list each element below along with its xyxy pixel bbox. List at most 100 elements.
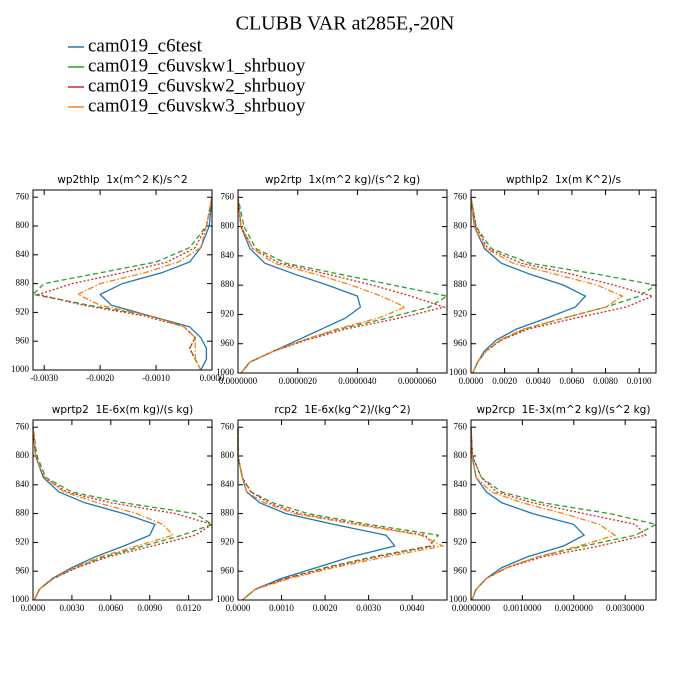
y-tick-label: 880 (16, 278, 30, 288)
x-tick-label: 0.0000020 (279, 376, 318, 386)
legend-label: cam019_c6uvskw3_shrbuoy (88, 95, 306, 116)
y-tick-label: 1000 (216, 594, 235, 604)
profile-line (237, 197, 449, 374)
y-tick-label: 880 (454, 279, 468, 289)
x-tick-label: -0.0030 (30, 373, 58, 383)
profile-line (237, 197, 447, 374)
x-tick-label: 0.0030 (60, 603, 85, 613)
y-tick-label: 960 (454, 565, 468, 575)
legend-label: cam019_c6uvskw1_shrbuoy (88, 55, 306, 76)
y-tick-label: 1000 (11, 364, 30, 374)
y-tick-label: 920 (221, 309, 235, 319)
plot-frame (32, 189, 213, 371)
legend-label: cam019_c6uvskw2_shrbuoy (88, 75, 306, 96)
y-tick-label: 880 (454, 508, 468, 518)
y-tick-label: 960 (16, 565, 30, 575)
y-tick-label: 840 (454, 250, 468, 260)
y-tick-label: 800 (16, 220, 30, 230)
y-tick-label: 920 (16, 306, 30, 316)
x-tick-label: 0.0040 (526, 376, 551, 386)
y-tick-label: 1000 (449, 594, 468, 604)
x-tick-label: 0.0040 (400, 603, 425, 613)
figure-title: CLUBB VAR at285E,-20N (236, 13, 455, 35)
x-tick-label: -0.0020 (86, 373, 114, 383)
plot-frame (237, 189, 448, 374)
x-tick-label: 0.0030 (356, 603, 381, 613)
y-tick-label: 1000 (449, 367, 468, 377)
y-tick-label: 1000 (11, 594, 30, 604)
x-tick-label: 0.0000040 (338, 376, 377, 386)
y-tick-label: 920 (454, 309, 468, 319)
x-tick-label: 0.0020000 (555, 603, 594, 613)
panel-title: wpthlp2 1x(m K^2)/s (506, 174, 621, 186)
x-tick-label: 0.0060 (98, 603, 123, 613)
x-tick-label: 0.0010000 (503, 603, 542, 613)
y-tick-label: 960 (454, 338, 468, 348)
profile-line (36, 197, 213, 371)
x-tick-label: 0.0080 (593, 376, 618, 386)
y-tick-label: 800 (454, 450, 468, 460)
profile-line (470, 197, 624, 374)
x-tick-label: 0.0090 (137, 603, 162, 613)
panel-title: wp2rcp 1E-3x(m^2 kg)/(s^2 kg) (477, 404, 651, 416)
profile-line (470, 197, 587, 374)
y-tick-label: 960 (221, 338, 235, 348)
y-tick-label: 760 (16, 191, 30, 201)
y-tick-label: 840 (454, 479, 468, 489)
profile-line (470, 427, 617, 601)
y-tick-label: 920 (221, 536, 235, 546)
y-tick-label: 840 (221, 250, 235, 260)
x-tick-label: 0.0020 (313, 603, 338, 613)
y-tick-label: 1000 (216, 367, 235, 377)
legend-label: cam019_c6test (88, 35, 203, 56)
x-tick-label: 0.0000000 (452, 603, 491, 613)
y-tick-label: 960 (16, 335, 30, 345)
y-tick-label: 800 (221, 450, 235, 460)
y-tick-label: 760 (454, 421, 468, 431)
x-tick-label: 0.0020 (492, 376, 517, 386)
x-tick-label: 0.0000060 (398, 376, 437, 386)
plot-frame (470, 419, 657, 601)
plot-frame (470, 189, 657, 374)
profile-line (99, 197, 213, 371)
y-tick-label: 920 (454, 536, 468, 546)
profile-line (470, 427, 658, 601)
profile-line (32, 427, 156, 601)
x-tick-label: 0.0000 (200, 373, 225, 383)
y-tick-label: 760 (221, 191, 235, 201)
panel-title: wp2thlp 1x(m^2 K)/s^2 (57, 174, 187, 186)
profile-line (76, 197, 213, 371)
x-tick-label: 0.0000 (226, 603, 251, 613)
x-tick-label: 0.0120 (176, 603, 201, 613)
x-tick-label: 0.0000 (459, 376, 484, 386)
y-tick-label: 800 (454, 221, 468, 231)
y-tick-label: 880 (221, 279, 235, 289)
y-tick-label: 760 (221, 421, 235, 431)
panel-title: rcp2 1E-6x(kg^2)/(kg^2) (274, 404, 410, 416)
y-tick-label: 920 (16, 536, 30, 546)
profile-line (237, 427, 445, 601)
y-tick-label: 760 (16, 421, 30, 431)
y-tick-label: 840 (16, 479, 30, 489)
x-tick-label: 0.0030000 (606, 603, 645, 613)
profile-line (470, 197, 655, 374)
y-tick-label: 760 (454, 191, 468, 201)
x-tick-label: 0.0100 (627, 376, 652, 386)
y-tick-label: 800 (16, 450, 30, 460)
y-tick-label: 880 (16, 508, 30, 518)
profile-line (237, 197, 407, 374)
y-tick-label: 960 (221, 565, 235, 575)
panel-title: wp2rtp 1x(m^2 kg)/(s^2 kg) (265, 174, 420, 186)
y-tick-label: 880 (221, 508, 235, 518)
y-tick-label: 840 (221, 479, 235, 489)
x-tick-label: 0.0010 (269, 603, 294, 613)
plot-frame (32, 419, 213, 601)
profile-line (237, 427, 436, 601)
x-tick-label: 0.0000 (21, 603, 46, 613)
y-tick-label: 840 (16, 249, 30, 259)
x-tick-label: 0.0060 (560, 376, 585, 386)
panel-title: wprtp2 1E-6x(m kg)/(s kg) (52, 404, 194, 416)
profile-line (470, 197, 658, 374)
